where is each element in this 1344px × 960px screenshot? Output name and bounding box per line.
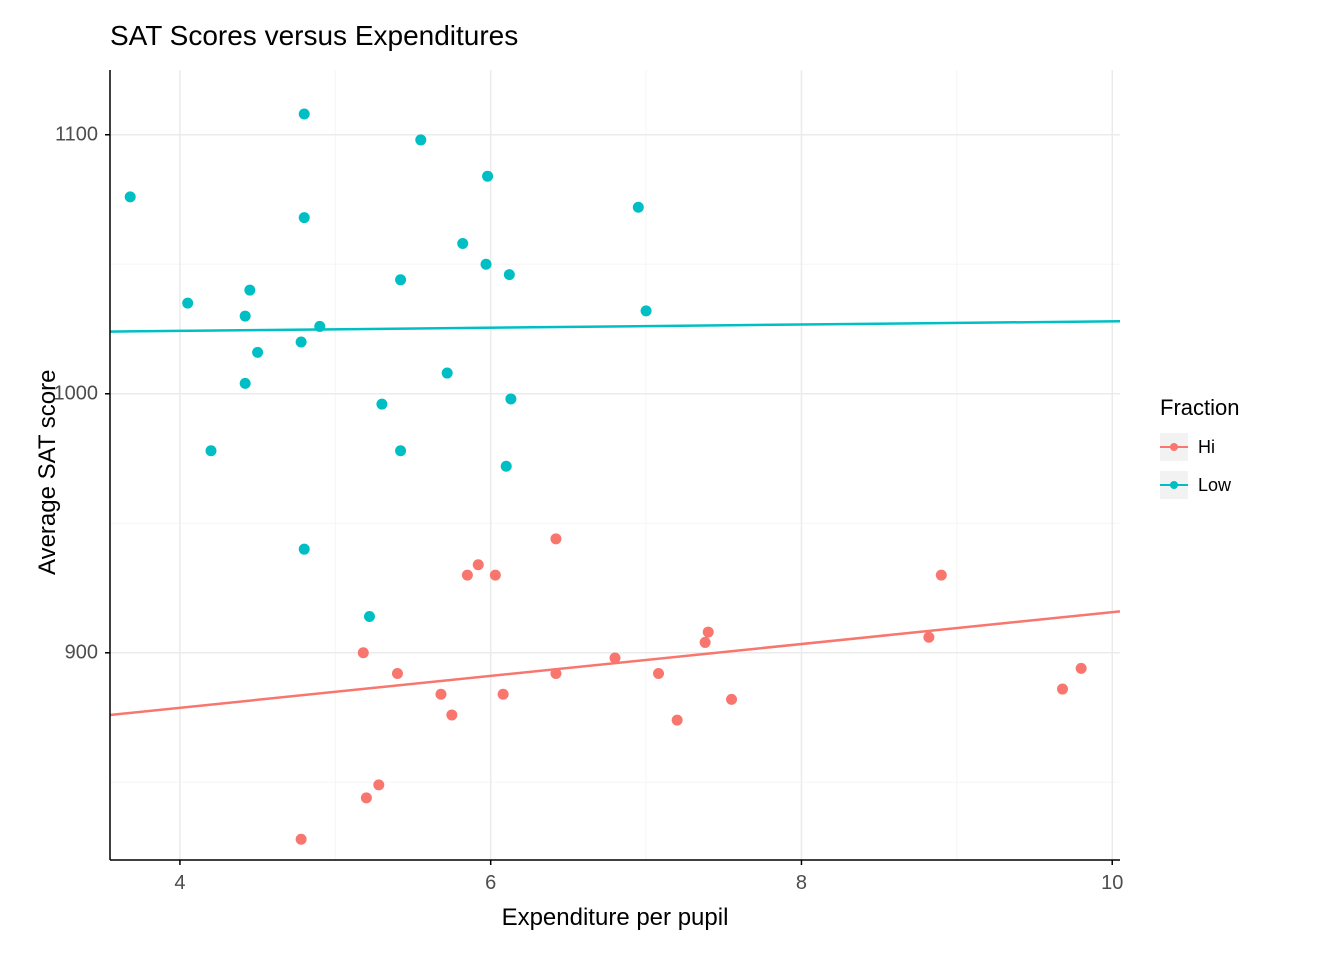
data-point bbox=[435, 689, 446, 700]
data-point bbox=[923, 632, 934, 643]
x-tick-label: 6 bbox=[485, 872, 496, 895]
legend-key bbox=[1160, 471, 1188, 499]
data-point bbox=[505, 393, 516, 404]
data-point bbox=[1076, 663, 1087, 674]
y-tick-label: 900 bbox=[65, 641, 98, 664]
data-point bbox=[240, 378, 251, 389]
data-point bbox=[726, 694, 737, 705]
data-point bbox=[182, 298, 193, 309]
data-point bbox=[498, 689, 509, 700]
data-point bbox=[641, 305, 652, 316]
data-point bbox=[296, 336, 307, 347]
data-point bbox=[482, 171, 493, 182]
legend-item: Low bbox=[1160, 471, 1239, 499]
legend-label: Hi bbox=[1198, 437, 1215, 458]
data-point bbox=[395, 274, 406, 285]
data-point bbox=[610, 652, 621, 663]
data-point bbox=[653, 668, 664, 679]
chart-panel bbox=[104, 70, 1120, 866]
data-point bbox=[446, 709, 457, 720]
data-point bbox=[481, 259, 492, 270]
y-axis-label: Average SAT score bbox=[34, 370, 62, 575]
x-tick-label: 4 bbox=[174, 872, 185, 895]
data-point bbox=[373, 779, 384, 790]
data-point bbox=[364, 611, 375, 622]
x-tick-label: 10 bbox=[1101, 872, 1123, 895]
data-point bbox=[240, 311, 251, 322]
data-point bbox=[376, 399, 387, 410]
data-point bbox=[299, 109, 310, 120]
data-point bbox=[392, 668, 403, 679]
data-point bbox=[244, 285, 255, 296]
data-point bbox=[633, 202, 644, 213]
x-tick-label: 8 bbox=[796, 872, 807, 895]
data-point bbox=[206, 445, 217, 456]
chart-figure: SAT Scores versus Expenditures 4 6 8 10 900… bbox=[0, 0, 1344, 960]
legend-label: Low bbox=[1198, 475, 1231, 496]
data-point bbox=[299, 544, 310, 555]
data-point bbox=[550, 533, 561, 544]
legend-item: Hi bbox=[1160, 433, 1239, 461]
data-point bbox=[473, 559, 484, 570]
data-point bbox=[550, 668, 561, 679]
data-point bbox=[395, 445, 406, 456]
data-point bbox=[700, 637, 711, 648]
data-point bbox=[703, 627, 714, 638]
data-point bbox=[252, 347, 263, 358]
data-point bbox=[125, 191, 136, 202]
data-point bbox=[490, 570, 501, 581]
legend-key bbox=[1160, 433, 1188, 461]
chart-legend: Fraction Hi Low bbox=[1160, 395, 1239, 509]
data-point bbox=[936, 570, 947, 581]
data-point bbox=[504, 269, 515, 280]
data-point bbox=[415, 134, 426, 145]
x-axis-label: Expenditure per pupil bbox=[495, 904, 735, 932]
data-point bbox=[457, 238, 468, 249]
data-point bbox=[314, 321, 325, 332]
data-point bbox=[672, 715, 683, 726]
legend-title: Fraction bbox=[1160, 395, 1239, 421]
data-point bbox=[462, 570, 473, 581]
data-point bbox=[361, 792, 372, 803]
data-point bbox=[299, 212, 310, 223]
y-tick-label: 1100 bbox=[55, 123, 98, 146]
chart-title: SAT Scores versus Expenditures bbox=[110, 20, 518, 52]
data-point bbox=[442, 368, 453, 379]
data-point bbox=[1057, 684, 1068, 695]
data-point bbox=[358, 647, 369, 658]
data-point bbox=[296, 834, 307, 845]
data-point bbox=[501, 461, 512, 472]
